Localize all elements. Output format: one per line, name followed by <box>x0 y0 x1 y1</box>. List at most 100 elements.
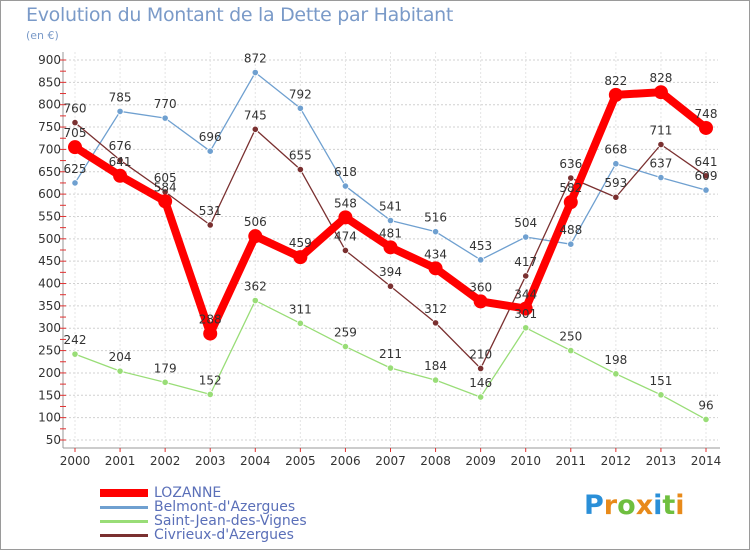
data-point <box>251 68 259 77</box>
data-point <box>116 156 124 164</box>
y-tick-label: 500 <box>38 232 61 246</box>
data-point <box>563 195 578 210</box>
data-label: 504 <box>514 216 537 230</box>
x-tick-label: 2013 <box>646 454 677 468</box>
data-label: 605 <box>154 171 177 185</box>
data-point <box>161 114 169 122</box>
data-label: 705 <box>64 126 87 140</box>
data-label: 506 <box>244 215 267 229</box>
data-point <box>612 193 620 201</box>
data-point <box>116 107 124 116</box>
legend-swatch-saint-jean <box>100 520 148 523</box>
data-label: 636 <box>559 157 582 171</box>
y-tick-label: 900 <box>38 53 61 67</box>
data-label: 770 <box>154 97 177 111</box>
data-point <box>431 228 440 236</box>
data-point <box>431 376 440 384</box>
y-tick-label: 250 <box>38 344 61 358</box>
legend-label-saint-jean: Saint-Jean-des-Vignes <box>154 513 307 529</box>
data-label: 872 <box>244 52 267 66</box>
data-point <box>71 350 79 358</box>
data-label: 312 <box>424 302 447 316</box>
data-point <box>251 296 259 305</box>
data-point <box>522 233 530 241</box>
y-tick-label: 550 <box>38 209 61 223</box>
data-point <box>341 246 350 255</box>
data-label: 459 <box>289 236 312 250</box>
data-point <box>251 125 259 133</box>
x-tick-label: 2011 <box>556 454 587 468</box>
data-label: 548 <box>334 196 357 210</box>
data-point <box>203 326 218 341</box>
chart-title: Evolution du Montant de la Dette par Hab… <box>26 4 454 26</box>
data-label: 301 <box>514 307 537 321</box>
data-point <box>473 294 488 309</box>
data-label: 288 <box>199 313 222 327</box>
data-label: 516 <box>424 211 447 225</box>
data-point <box>653 85 668 100</box>
proxiti-logo: Proxiti <box>584 490 685 521</box>
y-tick-label: 100 <box>38 411 61 425</box>
y-tick-label: 350 <box>38 299 61 313</box>
data-label: 242 <box>64 333 87 347</box>
data-point <box>296 104 304 112</box>
data-label: 204 <box>109 350 132 364</box>
data-label: 748 <box>695 107 718 121</box>
x-tick-label: 2000 <box>60 454 91 468</box>
data-point <box>158 194 173 209</box>
x-tick-label: 2010 <box>510 454 541 468</box>
data-point <box>657 173 665 182</box>
data-point <box>113 168 128 183</box>
y-tick-label: 150 <box>38 388 61 402</box>
data-point <box>341 182 350 190</box>
x-tick-label: 2014 <box>691 454 722 468</box>
y-tick-label: 700 <box>38 142 61 156</box>
legend-label-belmont: Belmont-d'Azergues <box>154 499 296 515</box>
data-point <box>248 229 263 244</box>
data-label: 152 <box>199 373 222 387</box>
data-label: 417 <box>514 255 537 269</box>
data-point <box>68 140 82 155</box>
y-tick-label: 400 <box>38 277 61 291</box>
data-point <box>293 250 308 265</box>
data-point <box>522 272 530 280</box>
data-label: 637 <box>649 157 672 171</box>
y-tick-label: 750 <box>38 120 61 134</box>
data-point <box>477 256 485 264</box>
y-tick-label: 450 <box>38 254 61 268</box>
data-point <box>567 346 575 355</box>
data-point <box>477 393 485 401</box>
data-label: 151 <box>649 374 672 388</box>
data-label: 676 <box>109 139 132 153</box>
legend-swatch-civrieux <box>100 534 148 537</box>
data-label: 179 <box>154 361 177 375</box>
legend-label-civrieux: Civrieux-d'Azergues <box>154 527 294 543</box>
data-label: 760 <box>64 102 87 116</box>
x-tick-label: 2004 <box>240 454 271 468</box>
data-label: 481 <box>379 226 402 240</box>
data-label: 434 <box>424 247 447 261</box>
data-point <box>296 165 304 174</box>
data-point <box>702 172 710 180</box>
data-label: 641 <box>109 155 132 169</box>
data-point <box>702 186 710 194</box>
data-point <box>567 240 575 248</box>
data-label: 822 <box>604 74 627 88</box>
legend-swatch-belmont <box>100 506 148 509</box>
data-label: 146 <box>469 376 492 390</box>
data-label: 488 <box>559 223 582 237</box>
data-label: 198 <box>604 353 627 367</box>
data-label: 210 <box>469 347 492 361</box>
x-tick-label: 2007 <box>375 454 406 468</box>
data-point <box>702 415 710 424</box>
data-label: 250 <box>559 330 582 344</box>
x-tick-label: 2003 <box>195 454 226 468</box>
data-point <box>386 364 395 372</box>
data-label: 184 <box>424 359 447 373</box>
y-tick-label: 650 <box>38 165 61 179</box>
data-label: 344 <box>514 288 537 302</box>
data-point <box>206 147 214 155</box>
data-point <box>477 364 485 373</box>
data-point <box>71 118 79 127</box>
data-label: 259 <box>334 326 357 340</box>
